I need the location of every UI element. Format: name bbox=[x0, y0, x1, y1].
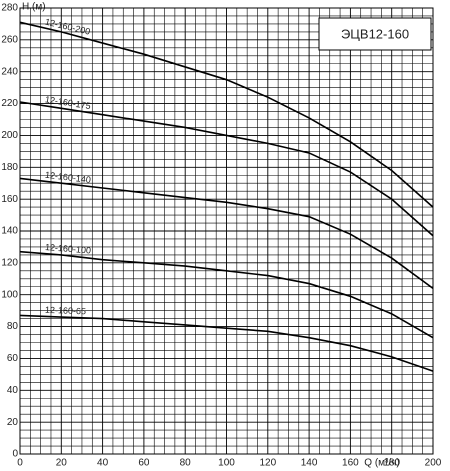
curve bbox=[19, 314, 434, 372]
curve bbox=[19, 21, 434, 208]
y-tick-label: 180 bbox=[1, 162, 18, 173]
y-tick-label: 220 bbox=[1, 98, 18, 109]
y-tick-label: 240 bbox=[1, 66, 18, 77]
x-tick-label: 160 bbox=[342, 458, 359, 469]
series-label: 12-160-65 bbox=[45, 305, 86, 317]
curve bbox=[19, 101, 434, 237]
y-axis-label: H (м) bbox=[22, 2, 46, 13]
series-label: 12-160-100 bbox=[45, 242, 92, 256]
y-tick-label: 80 bbox=[7, 321, 19, 332]
x-tick-label: 60 bbox=[138, 458, 150, 469]
x-tick-label: 200 bbox=[425, 458, 442, 469]
y-tick-label: 260 bbox=[1, 34, 18, 45]
x-tick-label: 40 bbox=[97, 458, 109, 469]
x-tick-label: 20 bbox=[56, 458, 68, 469]
curve bbox=[19, 250, 434, 339]
x-tick-label: 100 bbox=[218, 458, 235, 469]
x-tick-label: 140 bbox=[301, 458, 318, 469]
y-tick-label: 280 bbox=[1, 3, 18, 14]
curve bbox=[19, 177, 434, 289]
x-tick-label: 120 bbox=[259, 458, 276, 469]
y-tick-label: 60 bbox=[7, 353, 19, 364]
y-tick-label: 120 bbox=[1, 257, 18, 268]
y-tick-label: 40 bbox=[7, 385, 19, 396]
plot-border bbox=[19, 7, 434, 455]
chart-title: ЭЦВ12-160 bbox=[341, 26, 409, 41]
x-tick-label: 0 bbox=[17, 458, 23, 469]
x-tick-label: 180 bbox=[383, 458, 400, 469]
y-tick-label: 0 bbox=[12, 449, 18, 460]
x-tick-label: 80 bbox=[180, 458, 192, 469]
y-tick-label: 160 bbox=[1, 194, 18, 205]
y-tick-label: 140 bbox=[1, 226, 18, 237]
y-tick-label: 200 bbox=[1, 130, 18, 141]
y-tick-label: 20 bbox=[7, 417, 19, 428]
title-box bbox=[318, 17, 432, 51]
x-axis-label: Q (м³/ч) bbox=[364, 458, 399, 469]
y-tick-label: 100 bbox=[1, 289, 18, 300]
